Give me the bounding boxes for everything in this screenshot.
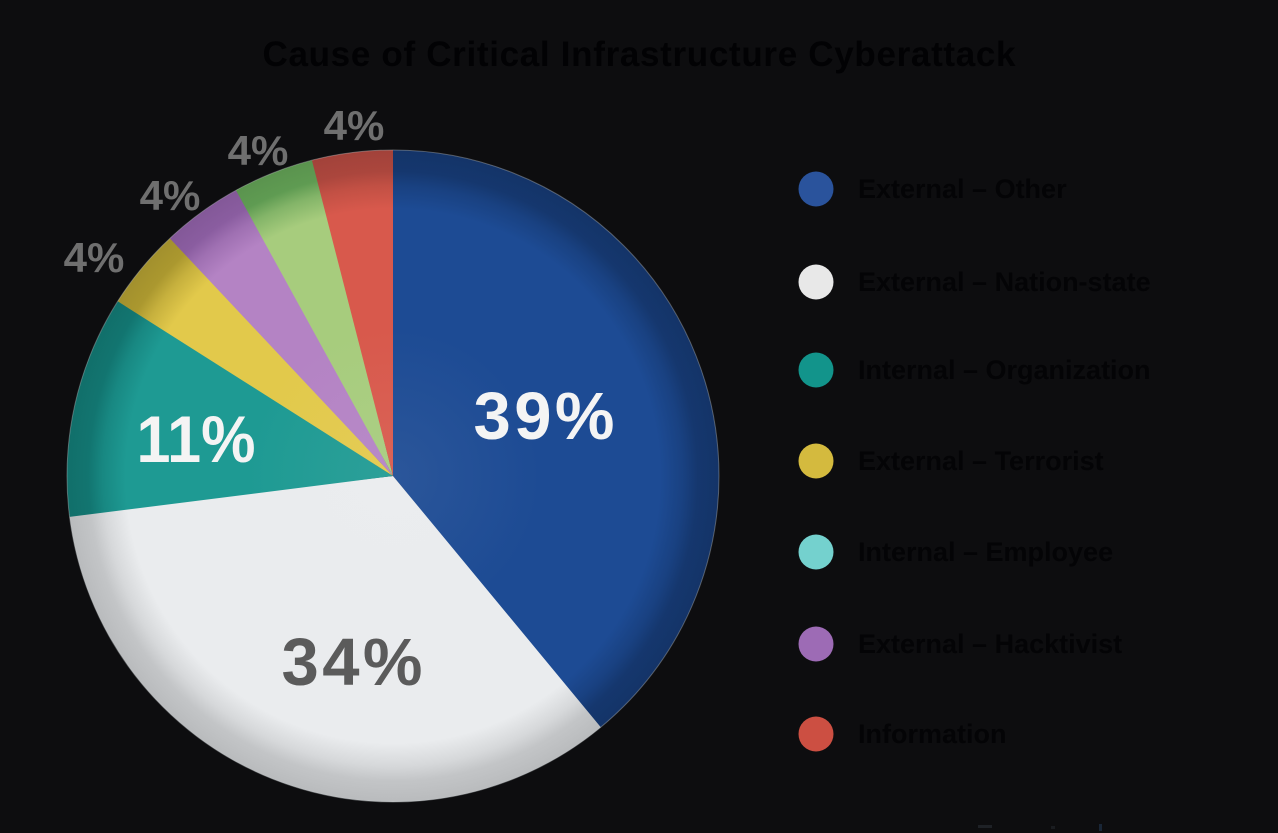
svg-text:39%: 39% bbox=[474, 379, 615, 454]
svg-text:4%: 4% bbox=[324, 102, 385, 149]
svg-text:External – Nation-state: External – Nation-state bbox=[858, 267, 1151, 297]
svg-text:Internal – Employee: Internal – Employee bbox=[858, 537, 1113, 567]
svg-text:4%: 4% bbox=[64, 234, 125, 281]
svg-text:Information: Information bbox=[858, 719, 1007, 749]
svg-text:External – Other: External – Other bbox=[858, 174, 1067, 204]
svg-text:Internal – Organization: Internal – Organization bbox=[858, 355, 1151, 385]
svg-text:External – Hacktivist: External – Hacktivist bbox=[858, 629, 1122, 659]
svg-text:34%: 34% bbox=[282, 625, 423, 700]
svg-text:External – Terrorist: External – Terrorist bbox=[858, 446, 1104, 476]
svg-text:4%: 4% bbox=[228, 127, 289, 174]
svg-text:4%: 4% bbox=[140, 172, 201, 219]
svg-text:Cause of Critical Infrastructu: Cause of Critical Infrastructure Cyberat… bbox=[263, 35, 1017, 74]
svg-text:11%: 11% bbox=[137, 402, 256, 476]
